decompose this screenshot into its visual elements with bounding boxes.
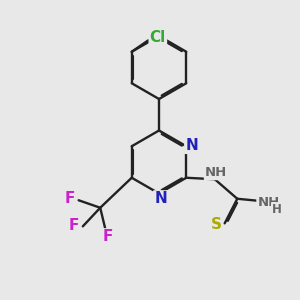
Text: N: N [185, 138, 198, 153]
Text: NH: NH [205, 166, 227, 179]
Text: F: F [103, 230, 113, 244]
Text: N: N [154, 191, 167, 206]
Text: F: F [65, 191, 75, 206]
Text: H: H [272, 203, 282, 216]
Text: S: S [211, 217, 222, 232]
Text: NH: NH [257, 196, 280, 209]
Text: F: F [69, 218, 79, 233]
Text: Cl: Cl [150, 30, 166, 45]
